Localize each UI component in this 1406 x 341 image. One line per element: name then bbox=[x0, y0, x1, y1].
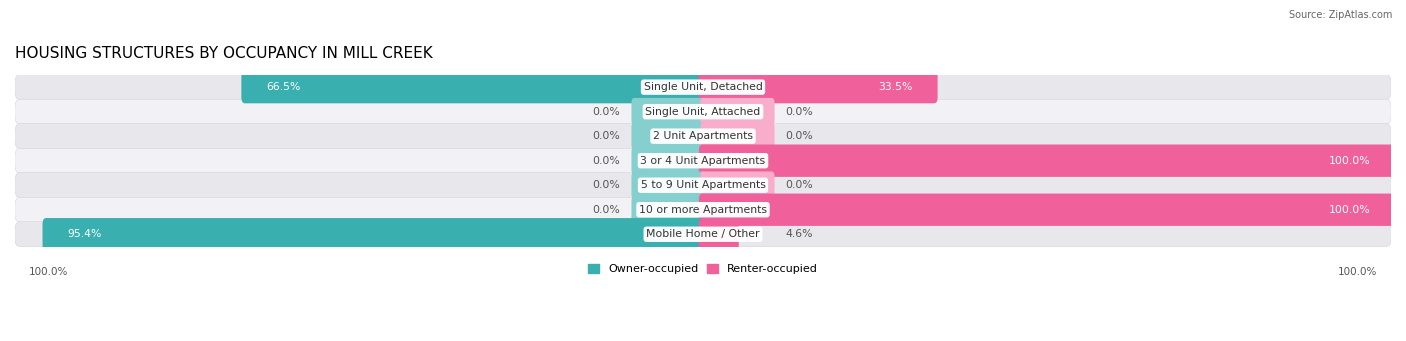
Text: 4.6%: 4.6% bbox=[786, 229, 813, 239]
Text: 2 Unit Apartments: 2 Unit Apartments bbox=[652, 131, 754, 141]
FancyBboxPatch shape bbox=[631, 172, 706, 199]
Text: 5 to 9 Unit Apartments: 5 to 9 Unit Apartments bbox=[641, 180, 765, 190]
Text: 95.4%: 95.4% bbox=[67, 229, 101, 239]
Text: 100.0%: 100.0% bbox=[1329, 156, 1371, 166]
Text: 0.0%: 0.0% bbox=[593, 107, 620, 117]
FancyBboxPatch shape bbox=[700, 172, 775, 199]
Text: 0.0%: 0.0% bbox=[786, 107, 813, 117]
FancyBboxPatch shape bbox=[699, 145, 1395, 177]
Text: HOUSING STRUCTURES BY OCCUPANCY IN MILL CREEK: HOUSING STRUCTURES BY OCCUPANCY IN MILL … bbox=[15, 46, 433, 61]
FancyBboxPatch shape bbox=[631, 122, 706, 150]
Text: 0.0%: 0.0% bbox=[593, 131, 620, 141]
FancyBboxPatch shape bbox=[15, 222, 1391, 247]
FancyBboxPatch shape bbox=[699, 218, 738, 250]
Text: 0.0%: 0.0% bbox=[593, 180, 620, 190]
Legend: Owner-occupied, Renter-occupied: Owner-occupied, Renter-occupied bbox=[583, 260, 823, 279]
Text: 3 or 4 Unit Apartments: 3 or 4 Unit Apartments bbox=[641, 156, 765, 166]
Text: Single Unit, Attached: Single Unit, Attached bbox=[645, 107, 761, 117]
Text: 0.0%: 0.0% bbox=[593, 156, 620, 166]
Text: 33.5%: 33.5% bbox=[879, 82, 912, 92]
FancyBboxPatch shape bbox=[15, 75, 1391, 100]
FancyBboxPatch shape bbox=[631, 196, 706, 223]
Text: Mobile Home / Other: Mobile Home / Other bbox=[647, 229, 759, 239]
FancyBboxPatch shape bbox=[699, 194, 1395, 226]
FancyBboxPatch shape bbox=[700, 122, 775, 150]
FancyBboxPatch shape bbox=[15, 148, 1391, 173]
FancyBboxPatch shape bbox=[15, 173, 1391, 198]
FancyBboxPatch shape bbox=[42, 218, 707, 250]
FancyBboxPatch shape bbox=[242, 71, 707, 103]
Text: 10 or more Apartments: 10 or more Apartments bbox=[638, 205, 768, 215]
FancyBboxPatch shape bbox=[631, 147, 706, 175]
Text: 0.0%: 0.0% bbox=[786, 131, 813, 141]
Text: 0.0%: 0.0% bbox=[786, 180, 813, 190]
FancyBboxPatch shape bbox=[15, 124, 1391, 149]
FancyBboxPatch shape bbox=[699, 71, 938, 103]
FancyBboxPatch shape bbox=[15, 99, 1391, 124]
Text: 100.0%: 100.0% bbox=[1339, 267, 1378, 277]
Text: 100.0%: 100.0% bbox=[28, 267, 67, 277]
Text: 66.5%: 66.5% bbox=[266, 82, 301, 92]
Text: Source: ZipAtlas.com: Source: ZipAtlas.com bbox=[1288, 10, 1392, 20]
FancyBboxPatch shape bbox=[15, 197, 1391, 222]
Text: 0.0%: 0.0% bbox=[593, 205, 620, 215]
FancyBboxPatch shape bbox=[631, 98, 706, 125]
Text: Single Unit, Detached: Single Unit, Detached bbox=[644, 82, 762, 92]
FancyBboxPatch shape bbox=[700, 98, 775, 125]
Text: 100.0%: 100.0% bbox=[1329, 205, 1371, 215]
